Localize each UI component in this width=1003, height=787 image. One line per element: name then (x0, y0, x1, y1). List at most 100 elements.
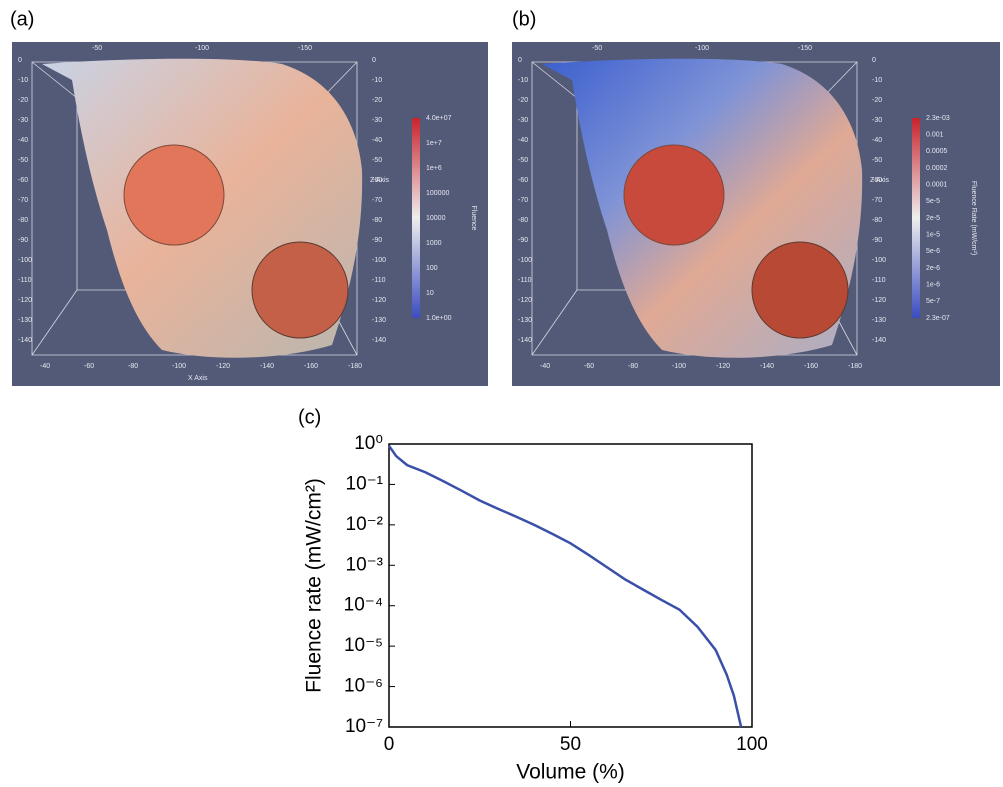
fiber-spot (623, 144, 725, 246)
right-tick-label: -30 (372, 117, 382, 124)
left-tick-label: -10 (18, 77, 28, 84)
left-tick-label: -10 (518, 77, 528, 84)
colorbar-tick-label: 2.3e-03 (926, 115, 950, 122)
right-tick-label: -60 (872, 177, 882, 184)
colorbar-tick-label: 5e-5 (926, 198, 940, 205)
left-tick-label: -120 (518, 297, 532, 304)
left-tick-label: -60 (518, 177, 528, 184)
y-tick-label: 10⁰ (354, 433, 383, 454)
left-tick-label: -120 (18, 297, 32, 304)
right-tick-label: -40 (872, 137, 882, 144)
y-tick-label: 10⁻⁶ (344, 676, 383, 697)
panel-label: (c) (298, 406, 321, 428)
x-axis-label: X Axis (188, 375, 208, 382)
y-tick-label: 10⁻⁵ (344, 635, 383, 656)
left-tick-label: -140 (518, 337, 532, 344)
bottom-tick-label: -180 (848, 363, 862, 370)
y-tick-label: 10⁻⁷ (345, 716, 383, 737)
bottom-tick-label: -160 (804, 363, 818, 370)
right-tick-label: -110 (872, 277, 886, 284)
bottom-tick-label: -140 (260, 363, 274, 370)
bottom-tick-label: -120 (716, 363, 730, 370)
colorbar-tick-label: 0.0002 (926, 165, 948, 172)
left-tick-label: -80 (518, 217, 528, 224)
right-tick-label: -120 (372, 297, 386, 304)
right-tick-label: -100 (372, 257, 386, 264)
panel-label: (b) (512, 8, 536, 30)
right-tick-label: -70 (872, 197, 882, 204)
left-tick-label: -100 (18, 257, 32, 264)
bottom-tick-label: -80 (128, 363, 138, 370)
y-tick-label: 10⁻³ (346, 554, 384, 575)
left-tick-label: -140 (18, 337, 32, 344)
x-tick-label: 50 (560, 734, 581, 755)
right-tick-label: -90 (372, 237, 382, 244)
colorbar-tick-label: 1.0e+00 (426, 315, 452, 322)
left-tick-label: -60 (18, 177, 28, 184)
right-tick-label: -80 (872, 217, 882, 224)
colorbar-tick-label: 100000 (426, 190, 449, 197)
colorbar-tick-label: 1000 (426, 240, 442, 247)
right-tick-label: -20 (372, 97, 382, 104)
colorbar-tick-label: 0.0001 (926, 182, 948, 189)
colorbar-tick-label: 4.0e+07 (426, 115, 452, 122)
colorbar (412, 118, 420, 318)
right-tick-label: -140 (372, 337, 386, 344)
bottom-tick-label: -60 (84, 363, 94, 370)
left-tick-label: -20 (18, 97, 28, 104)
top-tick-label: -50 (92, 45, 102, 52)
y-axis-label: Fluence rate (mW/cm²) (303, 478, 326, 693)
left-tick-label: -70 (518, 197, 528, 204)
right-tick-label: -100 (872, 257, 886, 264)
fiber-spot (123, 144, 225, 246)
left-tick-label: -50 (518, 157, 528, 164)
colorbar-tick-label: 1e+6 (426, 165, 442, 172)
line (387, 445, 743, 728)
right-tick-label: -130 (872, 317, 886, 324)
x-tick-label: 100 (736, 734, 768, 755)
colorbar-title: Fluence Rate (mW/cm²) (970, 181, 977, 255)
right-tick-label: -120 (872, 297, 886, 304)
colorbar (912, 118, 920, 318)
left-tick-label: 0 (18, 57, 22, 64)
right-tick-label: -60 (372, 177, 382, 184)
bottom-tick-label: -180 (348, 363, 362, 370)
top-tick-label: -100 (195, 45, 209, 52)
bottom-tick-label: -100 (672, 363, 686, 370)
right-tick-label: -70 (372, 197, 382, 204)
left-tick-label: -30 (18, 117, 28, 124)
colorbar-tick-label: 1e-6 (926, 282, 940, 289)
right-tick-label: -10 (372, 77, 382, 84)
y-tick-label: 10⁻¹ (346, 473, 384, 494)
right-tick-label: -140 (872, 337, 886, 344)
colorbar-tick-label: 0.001 (926, 132, 944, 139)
colorbar-tick-label: 10 (426, 290, 434, 297)
fiber-spot (251, 241, 349, 339)
panel-label: (a) (10, 8, 34, 30)
x-axis-label: Volume (%) (516, 761, 625, 784)
plot-frame (388, 443, 753, 728)
top-tick-label: -100 (695, 45, 709, 52)
right-tick-label: -50 (872, 157, 882, 164)
colorbar-tick-label: 0.0005 (926, 148, 948, 155)
right-tick-label: -50 (372, 157, 382, 164)
z-axis-label: Z Axis (870, 177, 890, 184)
fiber-spot (751, 241, 849, 339)
top-tick-label: -150 (298, 45, 312, 52)
colorbar-tick-label: 10000 (426, 215, 446, 222)
bottom-tick-label: -40 (40, 363, 50, 370)
top-tick-label: -150 (798, 45, 812, 52)
left-tick-label: -110 (518, 277, 532, 284)
colorbar-tick-label: 2e-6 (926, 265, 940, 272)
left-tick-label: -30 (518, 117, 528, 124)
bottom-tick-label: -120 (216, 363, 230, 370)
left-tick-label: -90 (518, 237, 528, 244)
right-tick-label: -90 (872, 237, 882, 244)
bottom-tick-label: -40 (540, 363, 550, 370)
colorbar-tick-label: 2e-5 (926, 215, 940, 222)
right-tick-label: -40 (372, 137, 382, 144)
right-tick-label: 0 (872, 57, 876, 64)
left-tick-label: -80 (18, 217, 28, 224)
colorbar-tick-label: 1e-5 (926, 232, 940, 239)
